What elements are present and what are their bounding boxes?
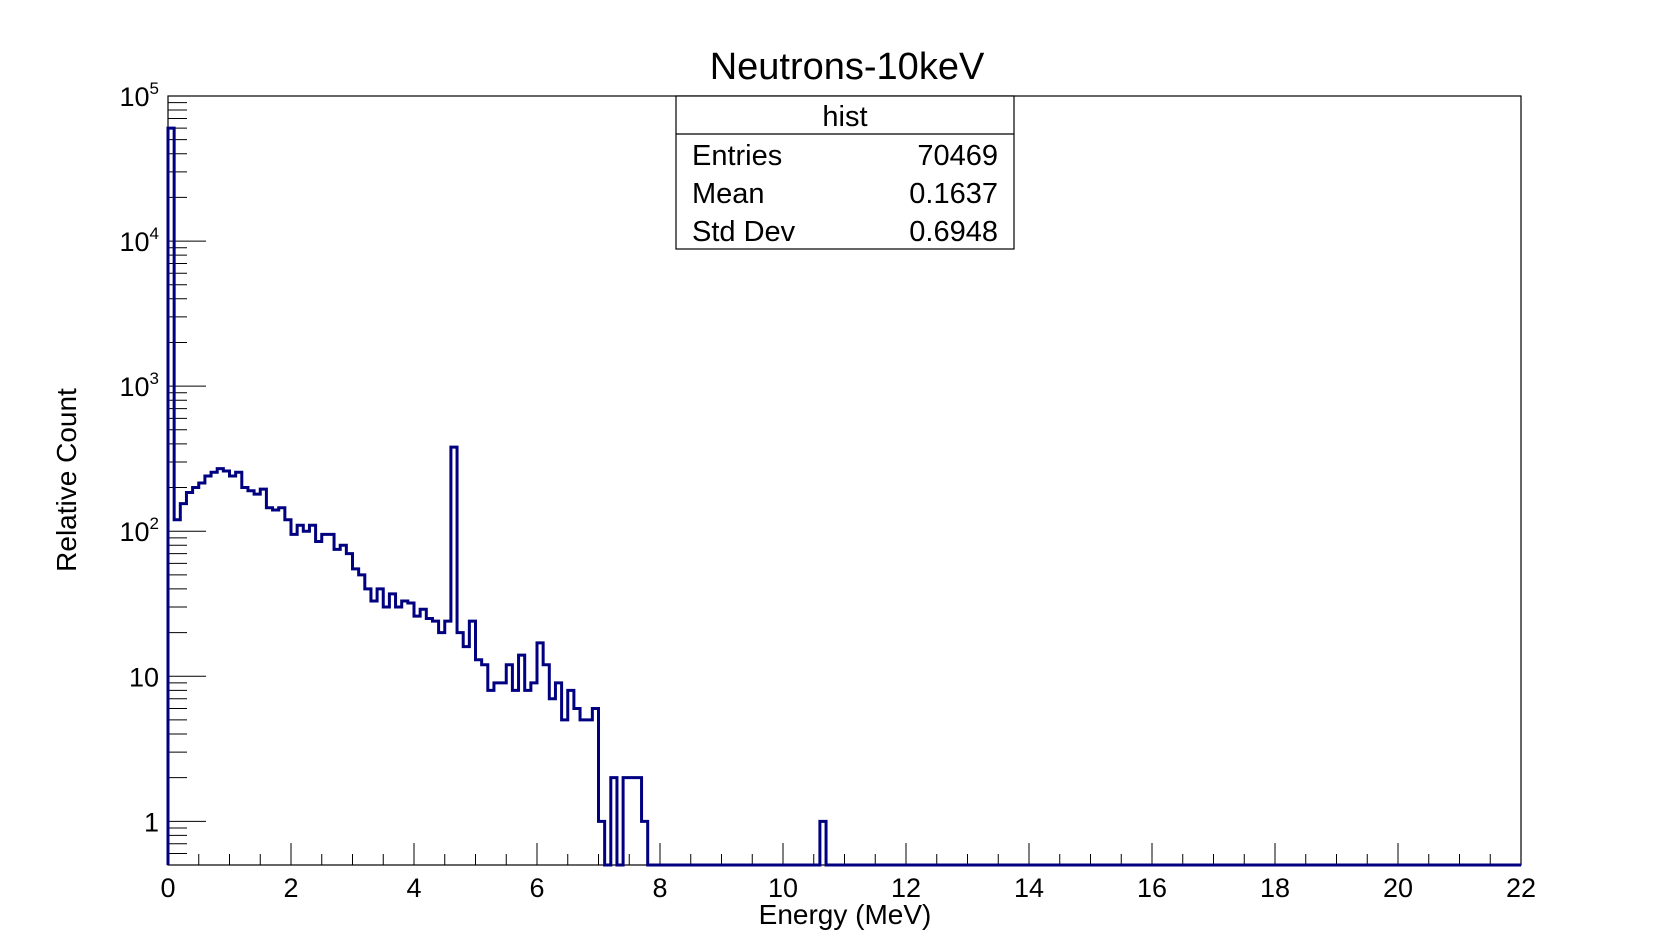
stats-box-title: hist <box>822 101 867 133</box>
y-tick-label: 104 <box>119 224 159 257</box>
stats-mean-value: 0.1637 <box>909 178 998 210</box>
chart-title: Neutrons-10keV <box>710 46 985 88</box>
x-tick-label: 8 <box>652 873 667 903</box>
stats-entries-label: Entries <box>692 140 782 172</box>
stats-mean-label: Mean <box>692 178 765 210</box>
stats-stddev-value: 0.6948 <box>909 216 998 248</box>
x-tick-label: 16 <box>1137 873 1167 903</box>
x-tick-label: 14 <box>1014 873 1044 903</box>
x-tick-label: 4 <box>406 873 421 903</box>
x-tick-label: 22 <box>1506 873 1536 903</box>
y-tick-label: 105 <box>119 79 159 112</box>
x-axis-labels: 0 2 4 6 8 10 12 14 16 18 20 22 <box>160 873 1536 903</box>
stats-entries-value: 70469 <box>917 140 998 172</box>
x-tick-label: 0 <box>160 873 175 903</box>
x-axis-ticks <box>167 843 1522 865</box>
x-tick-label: 18 <box>1260 873 1290 903</box>
y-axis-labels: 1 10 102 103 104 105 <box>119 79 159 837</box>
x-tick-label: 20 <box>1383 873 1413 903</box>
y-axis-ticks <box>168 95 206 866</box>
x-axis-title: Energy (MeV) <box>759 899 932 930</box>
stats-stddev-label: Std Dev <box>692 216 796 248</box>
y-tick-label: 103 <box>119 369 159 402</box>
stats-box: hist Entries 70469 Mean 0.1637 Std Dev 0… <box>675 95 1015 250</box>
y-axis-title: Relative Count <box>51 388 82 572</box>
histogram-series <box>166 126 1521 867</box>
y-tick-label: 10 <box>129 662 159 692</box>
x-tick-label: 12 <box>891 873 921 903</box>
stats-box-frame <box>675 95 1015 250</box>
x-tick-label: 10 <box>768 873 798 903</box>
x-tick-label: 6 <box>529 873 544 903</box>
y-tick-label: 102 <box>119 514 159 547</box>
y-tick-label: 1 <box>144 807 159 837</box>
x-tick-label: 2 <box>283 873 298 903</box>
